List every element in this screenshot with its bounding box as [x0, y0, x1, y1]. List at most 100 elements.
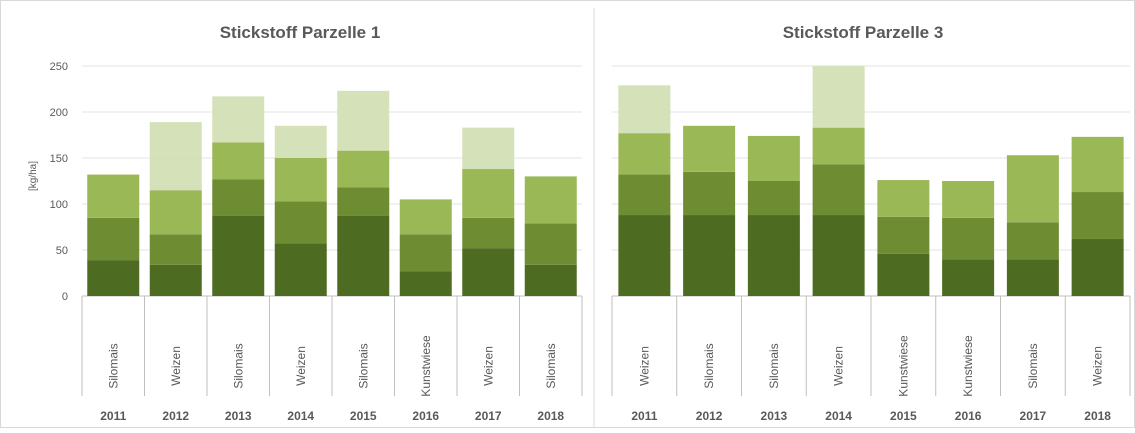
plot-area-2: Weizen 2011 Silomais 2012 Silomais 2013 Weizen… — [611, 65, 1131, 423]
bar-segment — [149, 122, 202, 154]
bar-segment — [1006, 222, 1059, 260]
bar-segment — [462, 217, 515, 249]
x-category-label: Silomais — [1026, 343, 1040, 388]
x-year-label: 2018 — [1084, 409, 1111, 423]
bar-segment — [812, 66, 865, 89]
x-category-label: Kunstwiese — [961, 335, 975, 397]
bar-segment — [337, 215, 390, 296]
bar-segment — [1071, 192, 1124, 239]
bar-segment — [942, 259, 995, 296]
bar-segment — [274, 201, 327, 244]
chart-panel-1: Stickstoff Parzelle 1 [kg/ha] 0 50 100 150 2… — [28, 23, 583, 423]
bar-segment — [462, 248, 515, 296]
bar-segment — [274, 158, 327, 202]
bar-segment — [149, 264, 202, 296]
bar-segment — [683, 215, 736, 296]
y-tick-label: 0 — [62, 291, 68, 303]
x-year-label: 2016 — [412, 409, 439, 423]
bar-segment — [812, 215, 865, 296]
bar-segment — [524, 176, 577, 224]
bar-segment — [618, 215, 671, 296]
y-tick-label: 250 — [50, 61, 68, 73]
bar-segment — [212, 215, 265, 296]
bar-segment — [618, 85, 671, 134]
bar-segment — [747, 135, 800, 181]
chart-panel-2: Stickstoff Parzelle 3 Weizen 2011 Silomais… — [611, 23, 1131, 423]
bar-segment — [337, 150, 390, 188]
x-year-label: 2018 — [537, 409, 564, 423]
x-category-label: Silomais — [231, 343, 245, 388]
bar-segment — [618, 174, 671, 216]
bar-segment — [212, 142, 265, 180]
x-category-label: Silomais — [356, 343, 370, 388]
bar-segment — [462, 169, 515, 218]
bar-segment — [618, 133, 671, 175]
x-category-label: Kunstwiese — [419, 335, 433, 397]
bar-segment — [877, 253, 930, 296]
bar-segment — [212, 96, 265, 143]
bar-segment — [212, 179, 265, 216]
bar-segment — [812, 127, 865, 165]
bar-segment — [399, 234, 452, 272]
x-category-label: Weizen — [637, 346, 651, 386]
bar-segment — [87, 174, 140, 218]
bar-segment — [683, 125, 736, 172]
x-year-label: 2014 — [287, 409, 314, 423]
x-year-label: 2017 — [475, 409, 502, 423]
x-year-label: 2011 — [100, 409, 126, 423]
x-category-label: Weizen — [481, 346, 495, 386]
bar-segment — [149, 153, 202, 191]
x-category-label: Weizen — [169, 346, 183, 386]
y-tick-label: 200 — [50, 107, 68, 119]
bar-segment — [942, 217, 995, 260]
plot-area-1: 0 50 100 150 200 250 Silomais 2011 Weizen 2012 Sil… — [50, 61, 583, 423]
x-category-label: Weizen — [832, 346, 846, 386]
x-category-label: Silomais — [767, 343, 781, 388]
x-category-label: Silomais — [544, 343, 558, 388]
chart-title-2: Stickstoff Parzelle 3 — [783, 23, 944, 42]
bar-segment — [1071, 238, 1124, 296]
x-year-label: 2012 — [696, 409, 723, 423]
x-category-label: Weizen — [294, 346, 308, 386]
x-category-label: Kunstwiese — [896, 335, 910, 397]
x-category-label: Silomais — [106, 343, 120, 388]
bar-segment — [337, 187, 390, 216]
x-category-label: Silomais — [702, 343, 716, 388]
bar-segment — [942, 181, 995, 218]
bar-segment — [399, 271, 452, 296]
bar-segment — [274, 243, 327, 296]
bar-segment — [812, 164, 865, 216]
bar-segment — [877, 180, 930, 217]
bar-segment — [812, 88, 865, 128]
bar-segment — [1006, 259, 1059, 296]
bar-segment — [462, 127, 515, 170]
bar-segment — [337, 90, 390, 151]
x-year-label: 2015 — [890, 409, 917, 423]
bar-segment — [1006, 155, 1059, 223]
y-axis-label: [kg/ha] — [28, 161, 39, 191]
chart-title-1: Stickstoff Parzelle 1 — [220, 23, 381, 42]
bar-segment — [524, 264, 577, 296]
bar-segment — [1071, 136, 1124, 193]
bar-segment — [877, 216, 930, 254]
bar-segment — [149, 190, 202, 235]
bar-segment — [274, 125, 327, 158]
bar-segment — [149, 234, 202, 265]
x-year-label: 2013 — [225, 409, 252, 423]
bar-segment — [683, 171, 736, 216]
bar-segment — [524, 223, 577, 265]
x-year-label: 2011 — [631, 409, 657, 423]
x-year-label: 2016 — [955, 409, 982, 423]
bar-segment — [747, 215, 800, 296]
bar-segment — [399, 199, 452, 235]
x-category-label: Weizen — [1091, 346, 1105, 386]
x-year-label: 2012 — [162, 409, 189, 423]
x-year-label: 2014 — [825, 409, 852, 423]
bar-segment — [747, 181, 800, 216]
y-tick-label: 50 — [56, 245, 68, 257]
bar-segment — [87, 217, 140, 261]
x-year-label: 2017 — [1020, 409, 1047, 423]
y-tick-label: 150 — [50, 153, 68, 165]
